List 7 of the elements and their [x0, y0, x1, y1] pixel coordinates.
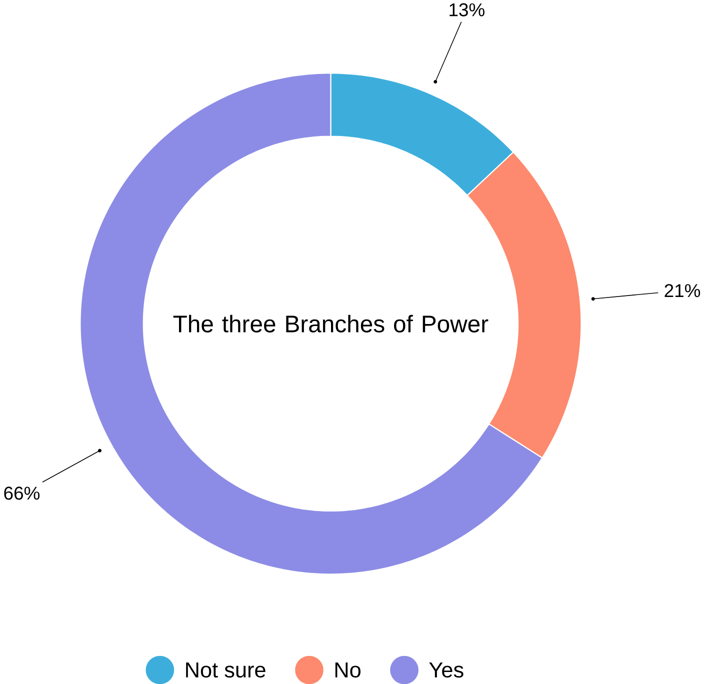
data-label: 66% [4, 486, 40, 500]
legend-label: Yes [429, 662, 464, 678]
legend-label: Not sure [186, 662, 266, 678]
legend-label: No [335, 662, 360, 678]
data-label: 13% [450, 3, 484, 16]
text: The three Branches of Power [173, 314, 488, 332]
data-label: 21% [664, 284, 700, 297]
